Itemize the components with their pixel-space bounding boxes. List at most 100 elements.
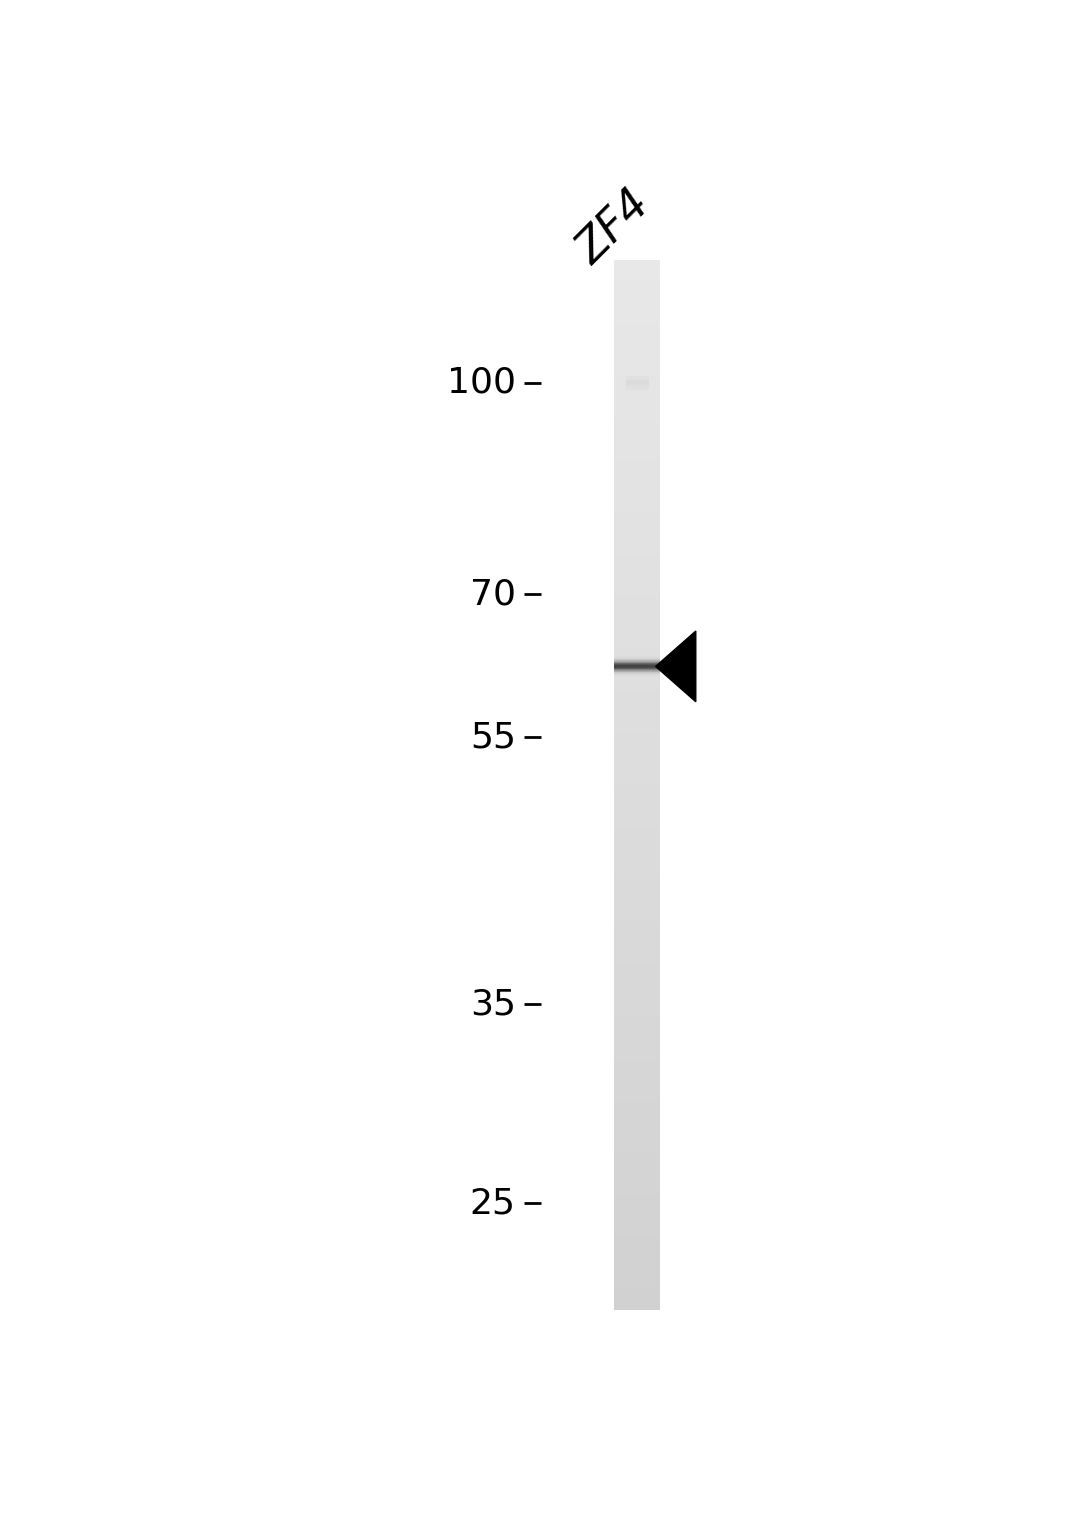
Bar bbox=[615, 1026, 660, 1036]
Bar bbox=[615, 890, 660, 900]
Bar bbox=[615, 1194, 660, 1205]
Bar bbox=[615, 827, 660, 837]
Bar bbox=[615, 942, 660, 952]
Bar bbox=[615, 459, 660, 470]
Bar bbox=[615, 344, 660, 355]
Bar bbox=[615, 407, 660, 418]
Bar bbox=[615, 418, 660, 429]
Bar bbox=[615, 513, 660, 522]
Bar bbox=[615, 680, 660, 690]
Text: 25: 25 bbox=[470, 1187, 516, 1220]
Bar bbox=[615, 533, 660, 544]
Bar bbox=[615, 554, 660, 565]
Text: 35: 35 bbox=[470, 987, 516, 1021]
Bar bbox=[615, 1131, 660, 1142]
Bar bbox=[615, 1142, 660, 1153]
Bar bbox=[615, 544, 660, 554]
Bar bbox=[615, 723, 660, 732]
Bar bbox=[615, 712, 660, 723]
Bar bbox=[615, 974, 660, 984]
Bar bbox=[615, 932, 660, 942]
Bar bbox=[615, 1047, 660, 1058]
Bar bbox=[615, 1205, 660, 1216]
Bar bbox=[615, 1162, 660, 1173]
Bar bbox=[615, 1069, 660, 1079]
Bar bbox=[615, 397, 660, 407]
Bar bbox=[615, 292, 660, 302]
Bar bbox=[615, 481, 660, 491]
Bar bbox=[615, 1173, 660, 1183]
Bar bbox=[615, 449, 660, 459]
Bar bbox=[615, 837, 660, 848]
Bar bbox=[615, 1183, 660, 1194]
Bar bbox=[615, 870, 660, 879]
Bar bbox=[615, 785, 660, 796]
Bar bbox=[615, 260, 660, 271]
Bar bbox=[615, 816, 660, 827]
Bar bbox=[615, 922, 660, 932]
Bar bbox=[615, 1036, 660, 1047]
Bar bbox=[615, 323, 660, 334]
Bar bbox=[615, 271, 660, 282]
Bar bbox=[615, 439, 660, 449]
Bar bbox=[615, 775, 660, 785]
Bar bbox=[615, 1257, 660, 1268]
Bar bbox=[615, 282, 660, 292]
Bar bbox=[615, 952, 660, 963]
Bar bbox=[615, 1298, 660, 1309]
Bar bbox=[615, 596, 660, 606]
Bar bbox=[615, 638, 660, 649]
Bar bbox=[615, 355, 660, 366]
Bar bbox=[615, 585, 660, 596]
Bar bbox=[615, 1099, 660, 1110]
Bar bbox=[615, 429, 660, 439]
Bar bbox=[615, 1216, 660, 1226]
Bar bbox=[615, 576, 660, 585]
Bar bbox=[615, 743, 660, 753]
Bar bbox=[615, 911, 660, 922]
Bar bbox=[615, 701, 660, 712]
Bar bbox=[615, 984, 660, 995]
Bar bbox=[615, 1289, 660, 1298]
Bar bbox=[615, 375, 660, 386]
Bar bbox=[615, 628, 660, 638]
Bar bbox=[615, 1226, 660, 1236]
Bar bbox=[615, 1246, 660, 1257]
Bar bbox=[615, 900, 660, 911]
Bar bbox=[615, 658, 660, 669]
Bar bbox=[615, 1268, 660, 1278]
Bar bbox=[615, 669, 660, 680]
Bar bbox=[615, 1079, 660, 1089]
Bar bbox=[615, 1089, 660, 1099]
Bar bbox=[615, 334, 660, 344]
Polygon shape bbox=[656, 631, 696, 701]
Bar bbox=[615, 1110, 660, 1121]
Bar bbox=[615, 522, 660, 533]
Text: 55: 55 bbox=[470, 720, 516, 755]
Bar bbox=[615, 1006, 660, 1015]
Bar bbox=[615, 617, 660, 628]
Bar bbox=[615, 470, 660, 481]
Bar bbox=[615, 764, 660, 775]
Bar bbox=[615, 302, 660, 312]
Bar bbox=[615, 859, 660, 870]
Text: ZF4: ZF4 bbox=[568, 182, 659, 273]
Text: 100: 100 bbox=[447, 366, 516, 400]
Bar bbox=[615, 491, 660, 502]
Bar bbox=[615, 606, 660, 617]
Bar bbox=[615, 879, 660, 890]
Bar bbox=[615, 1058, 660, 1069]
Bar bbox=[615, 963, 660, 974]
Bar bbox=[615, 732, 660, 743]
Bar bbox=[615, 366, 660, 375]
Bar bbox=[615, 1153, 660, 1162]
Bar bbox=[615, 649, 660, 658]
Text: 70: 70 bbox=[470, 577, 516, 611]
Bar bbox=[615, 848, 660, 859]
Bar bbox=[615, 1015, 660, 1026]
Bar bbox=[615, 995, 660, 1006]
Bar bbox=[615, 502, 660, 513]
Bar bbox=[615, 1121, 660, 1131]
Bar bbox=[615, 805, 660, 816]
Bar bbox=[615, 1278, 660, 1289]
